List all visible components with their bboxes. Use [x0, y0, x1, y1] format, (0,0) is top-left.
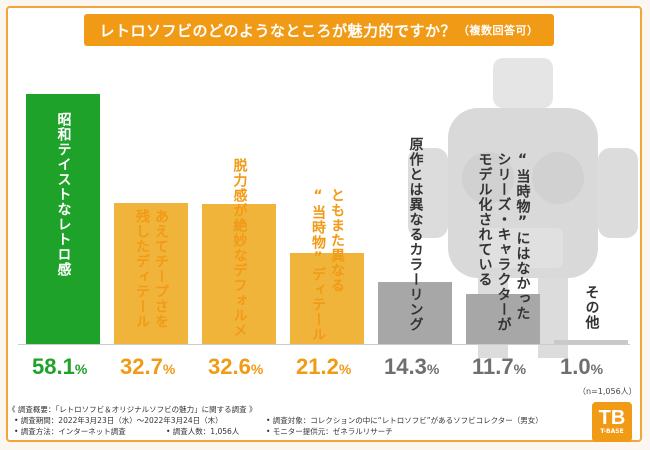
bar-1: [26, 94, 100, 344]
sample-size-note: （n=1,056人）: [578, 387, 637, 396]
footer-provider: • モニター提供元：ゼネラルリサーチ: [266, 427, 393, 436]
value-number: 14.3: [384, 354, 427, 379]
value-number: 21.2: [296, 354, 339, 379]
logo-mark: TB: [598, 407, 626, 429]
value-number: 11.7: [472, 354, 514, 379]
bar-label-3: 脱力感が絶妙なデフォルメ: [231, 158, 248, 338]
value-unit: %: [426, 361, 440, 377]
bar-label-1: 昭和テイストなレトロ感: [55, 112, 72, 277]
value-unit: %: [590, 361, 604, 377]
bar-label-5: 原作とは異なるカラーリング: [407, 137, 424, 332]
footer-heading: 《 調査概要：「レトロソフビ＆オリジナルソフビの魅力」に関する調査 》: [8, 405, 257, 414]
bar-7: [554, 339, 628, 344]
value-unit: %: [338, 361, 352, 377]
value-unit: %: [513, 361, 527, 377]
bar-3: [202, 203, 276, 344]
value-number: 32.6: [208, 354, 251, 379]
value-unit: %: [250, 361, 264, 377]
chart-baseline: [18, 344, 630, 345]
logo-text: T-BASE: [600, 428, 624, 435]
footer-target: • 調査対象：コレクションの中に“レトロソフビ”があるソフビコレクター（男女）: [266, 416, 543, 425]
bar-label-7: その他: [583, 285, 600, 330]
value-unit: %: [162, 361, 176, 377]
chart-frame: [6, 6, 642, 442]
footer-period: • 調査期間：2022年3月23日（水）〜2022年3月24日（木）: [14, 416, 223, 425]
bar-2: [114, 203, 188, 344]
value-unit: %: [74, 361, 88, 377]
bar-4: [290, 252, 364, 344]
title-text: レトロソフビのどのようなところが魅力的ですか？: [99, 21, 456, 40]
bar-5: [378, 282, 452, 344]
value-label-2: 32.7%: [120, 354, 175, 380]
title-note: （複数回答可）: [458, 24, 539, 37]
value-number: 58.1: [32, 354, 75, 379]
robot-illustration: [408, 58, 638, 358]
value-label-4: 21.2%: [296, 354, 351, 380]
value-number: 1.0: [560, 354, 591, 379]
value-label-5: 14.3%: [384, 354, 439, 380]
tbase-logo: TB T-BASE: [592, 402, 632, 442]
bar-label-4: ともまた異なる “当時物”ディテール: [310, 188, 345, 342]
survey-footer: 《 調査概要：「レトロソフビ＆オリジナルソフビの魅力」に関する調査 》 • 調査…: [6, 404, 566, 440]
value-label-1: 58.1%: [32, 354, 87, 380]
bar-6: [466, 293, 540, 344]
value-label-3: 32.6%: [208, 354, 263, 380]
footer-respondents: • 調査人数：1,056人: [166, 427, 240, 436]
chart-title: レトロソフビのどのようなところが魅力的ですか？ （複数回答可）: [84, 14, 554, 46]
value-label-6: 11.7%: [472, 354, 526, 380]
bar-label-6: “当時物”にはなかった シリーズ・キャラクターが モデル化されている: [476, 152, 531, 332]
footer-method: • 調査方法：インターネット調査: [14, 427, 126, 436]
value-label-7: 1.0%: [560, 354, 603, 380]
bar-label-2: あえてチープさを 残したディテール: [134, 209, 169, 330]
value-number: 32.7: [120, 354, 163, 379]
